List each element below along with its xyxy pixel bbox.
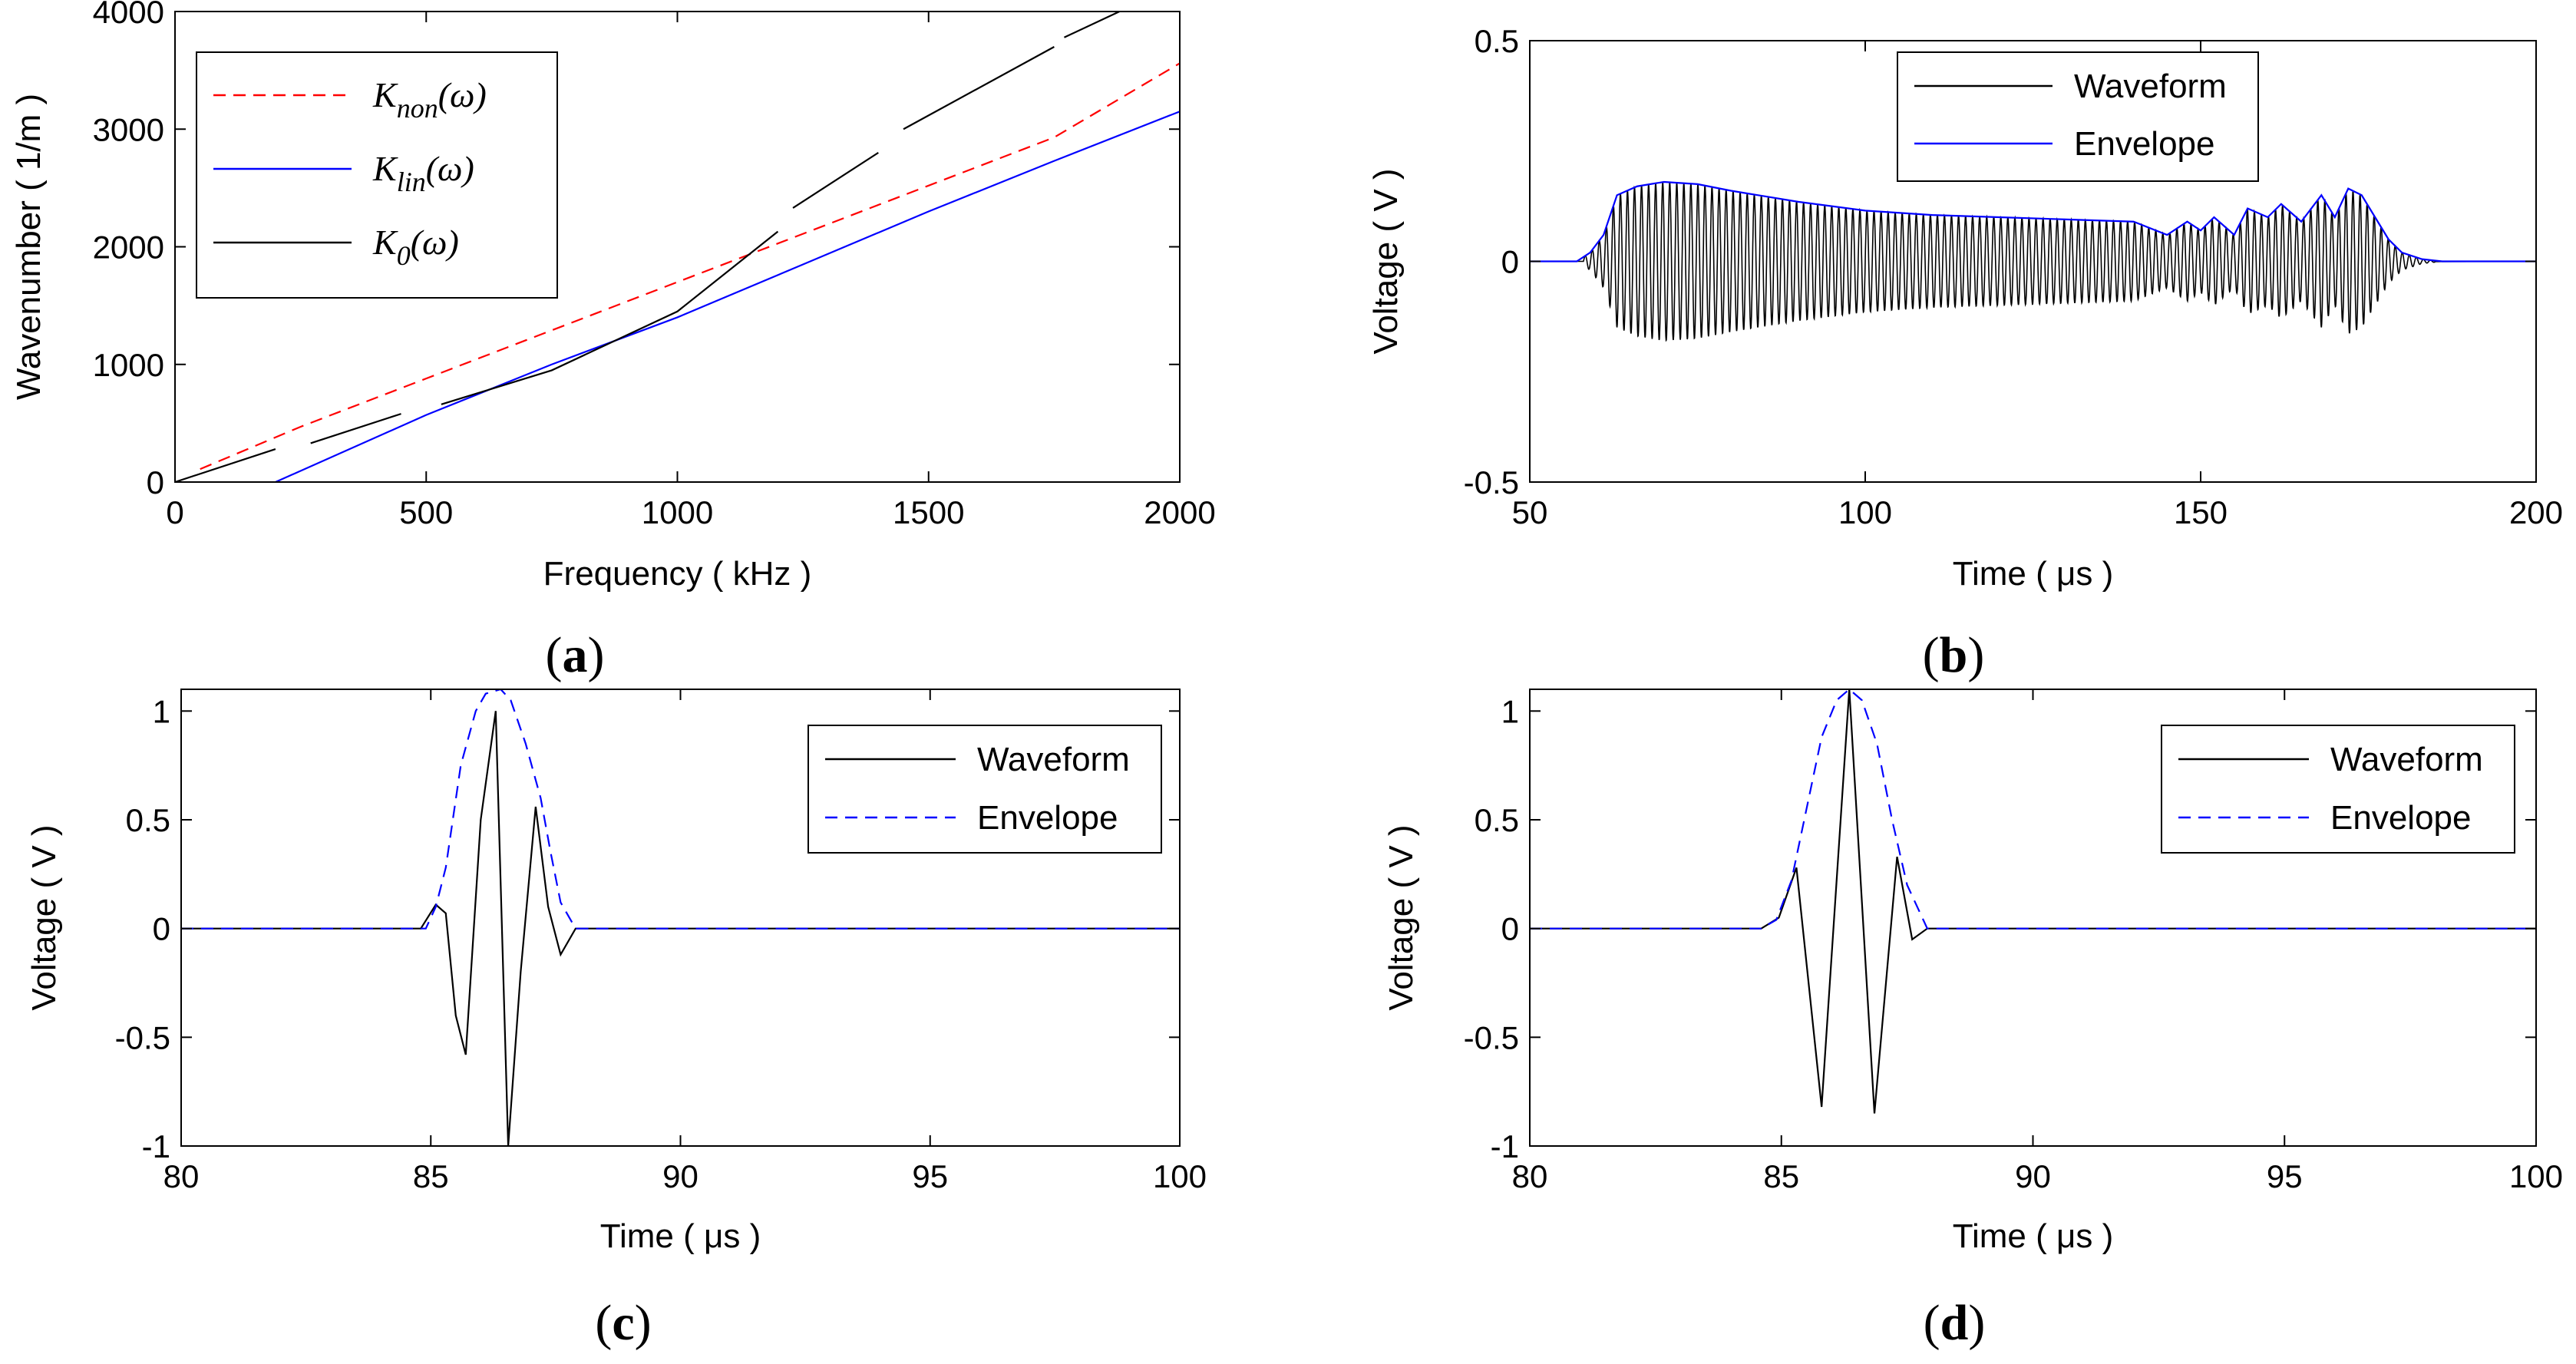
panel-a-ytick-label-0: 0 [147, 464, 164, 500]
panel-a-x-axis-label: Frequency ( kHz ) [543, 555, 812, 593]
panel-d-ytick-label-2: 0 [1501, 911, 1519, 947]
panel-c-y-axis-label: Voltage ( V ) [25, 824, 63, 1010]
panel-a-xtick-label-4: 2000 [1144, 494, 1215, 530]
panel-b-x-axis-label: Time ( μs ) [1953, 555, 2113, 593]
panel-b-label: (b) [1923, 627, 1985, 683]
panel-d-legend-label-1: Envelope [2330, 799, 2471, 837]
panel-d-legend-box [2161, 725, 2515, 854]
panel-d-legend: Waveform Envelope [2161, 725, 2515, 854]
panel-b-ytick-label-2: 0.5 [1475, 23, 1519, 59]
panel-a-series-2-line-seg-0 [175, 448, 276, 482]
panel-b-label-letter: b [1940, 627, 1968, 683]
panel-a-legend-label-1: Klin(ω) [372, 149, 474, 197]
panel-d-xtick-label-2: 90 [2015, 1158, 2051, 1194]
panel-d-ytick-label-0: -1 [1491, 1128, 1519, 1164]
panel-d-ytick-label-3: 0.5 [1475, 802, 1519, 838]
panel-a-xtick-label-3: 1500 [893, 494, 964, 530]
panel-b-series-group [1530, 180, 2536, 342]
panel-a-xtick-label-0: 0 [166, 494, 183, 530]
panel-a-legend-label-2: K0(ω) [372, 223, 459, 271]
panel-d-label-letter: d [1940, 1295, 1969, 1351]
panel-d-ytick-label-1: -0.5 [1464, 1019, 1519, 1055]
panel-a-y-axis-label: Wavenumber ( 1/m ) [10, 94, 48, 400]
panel-c-ytick-label-1: -0.5 [115, 1019, 170, 1055]
panel-b-series-1-line [1530, 180, 2536, 263]
panel-a-label-letter: a [563, 627, 588, 683]
panel-c-series-group [181, 689, 1180, 1146]
panel-b-xtick-label-0: 50 [1512, 494, 1548, 530]
panel-c-ytick-label-2: 0 [153, 911, 170, 947]
panel-c-ytick-label-0: -1 [142, 1128, 170, 1164]
panel-b-legend-box [1897, 51, 2259, 182]
panel-a-ytick-label-4: 4000 [93, 0, 164, 30]
panel-a: 0 500 1000 1500 2000 0 1000 2000 3000 4000 Frequen… [10, 0, 1216, 683]
panel-c-ytick-label-4: 1 [153, 693, 170, 729]
panel-c-series-1-line [181, 689, 1180, 930]
panel-c-xtick-label-1: 85 [413, 1158, 449, 1194]
panel-c-xtick-label-2: 90 [662, 1158, 698, 1194]
panel-c-series-0-line [181, 711, 1180, 1146]
panel-c-ytick-label-3: 0.5 [126, 802, 170, 838]
panel-d-series-group [1530, 689, 2536, 1114]
panel-c-label: (c) [595, 1295, 651, 1351]
panel-a-xtick-label-1: 500 [399, 494, 453, 530]
panel-d-y-axis-label: Voltage ( V ) [1382, 824, 1420, 1010]
panel-b-legend-label-1: Envelope [2074, 125, 2214, 163]
panel-b-ytick-label-1: 0 [1501, 244, 1519, 280]
panel-a-legend-box [196, 51, 558, 299]
panel-c-legend-label-1: Envelope [977, 799, 1118, 837]
panel-b-legend: Waveform Envelope [1897, 51, 2259, 182]
panel-a-label: (a) [546, 627, 605, 683]
panel-d-xtick-label-0: 80 [1512, 1158, 1548, 1194]
panel-b-xtick-label-2: 150 [2174, 494, 2228, 530]
panel-b: 50 100 150 200 -0.5 0 0.5 Time ( μs ) Voltage ( … [1367, 23, 2563, 683]
panel-c-legend-box [807, 725, 1162, 854]
panel-a-xtick-label-2: 1000 [642, 494, 713, 530]
panel-a-ytick-label-2: 2000 [93, 230, 164, 266]
panel-c-legend: Waveform Envelope [807, 725, 1162, 854]
panel-a-series-1-line [275, 111, 1180, 482]
panel-c-xtick-label-4: 100 [1153, 1158, 1207, 1194]
panel-a-legend: Knon(ω) Klin(ω) K0(ω) [196, 51, 558, 299]
panel-d: 80 85 90 95 100 -1 -0.5 0 0.5 1 Time ( μs ) Voltage… [1382, 689, 2563, 1351]
panel-d-xtick-label-1: 85 [1763, 1158, 1799, 1194]
panel-c-legend-label-0: Waveform [977, 741, 1130, 778]
panel-c-x-axis-label: Time ( μs ) [600, 1217, 761, 1255]
panel-c-plot-area: 80 85 90 95 100 -1 -0.5 0 0.5 1 Time ( μs ) Voltage… [25, 689, 1207, 1255]
panel-a-series-2-line-seg-3 [792, 151, 879, 209]
panel-a-series-group [175, 12, 1180, 482]
panel-b-xtick-label-1: 100 [1838, 494, 1892, 530]
panel-b-y-axis-label: Voltage ( V ) [1367, 168, 1405, 354]
panel-b-plot-area: 50 100 150 200 -0.5 0 0.5 Time ( μs ) Voltage ( … [1367, 23, 2563, 593]
panel-b-series-0-line [1530, 181, 2536, 342]
panel-a-series-2-line-seg-4 [903, 46, 1055, 130]
panel-a-series-2-line-seg-2 [441, 230, 779, 405]
panel-a-ytick-label-1: 1000 [93, 347, 164, 383]
panel-a-plot-area: 0 500 1000 1500 2000 0 1000 2000 3000 4000 Frequen… [10, 0, 1216, 593]
panel-d-label: (d) [1924, 1295, 1986, 1351]
panel-d-xtick-label-3: 95 [2267, 1158, 2303, 1194]
panel-a-series-2-line-seg-5 [1063, 12, 1120, 38]
panel-d-xtick-label-4: 100 [2509, 1158, 2563, 1194]
panel-d-legend-label-0: Waveform [2330, 741, 2483, 778]
panel-c: 80 85 90 95 100 -1 -0.5 0 0.5 1 Time ( μs ) Voltage… [25, 689, 1207, 1351]
panel-d-ytick-label-4: 1 [1501, 693, 1519, 729]
panel-c-xtick-label-0: 80 [163, 1158, 200, 1194]
panel-d-plot-area: 80 85 90 95 100 -1 -0.5 0 0.5 1 Time ( μs ) Voltage… [1382, 689, 2563, 1255]
panel-b-xtick-label-3: 200 [2509, 494, 2563, 530]
panel-b-ytick-label-0: -0.5 [1464, 464, 1519, 500]
panel-a-series-2-line-seg-1 [310, 413, 401, 444]
panel-d-series-1-line [1530, 689, 2536, 930]
panel-d-x-axis-label: Time ( μs ) [1953, 1217, 2113, 1255]
panel-c-label-letter: c [612, 1295, 634, 1351]
panel-c-xtick-label-3: 95 [912, 1158, 948, 1194]
panel-a-legend-label-0: Knon(ω) [372, 75, 487, 124]
panel-a-ytick-label-3: 3000 [93, 111, 164, 147]
panel-b-legend-label-0: Waveform [2074, 68, 2227, 105]
